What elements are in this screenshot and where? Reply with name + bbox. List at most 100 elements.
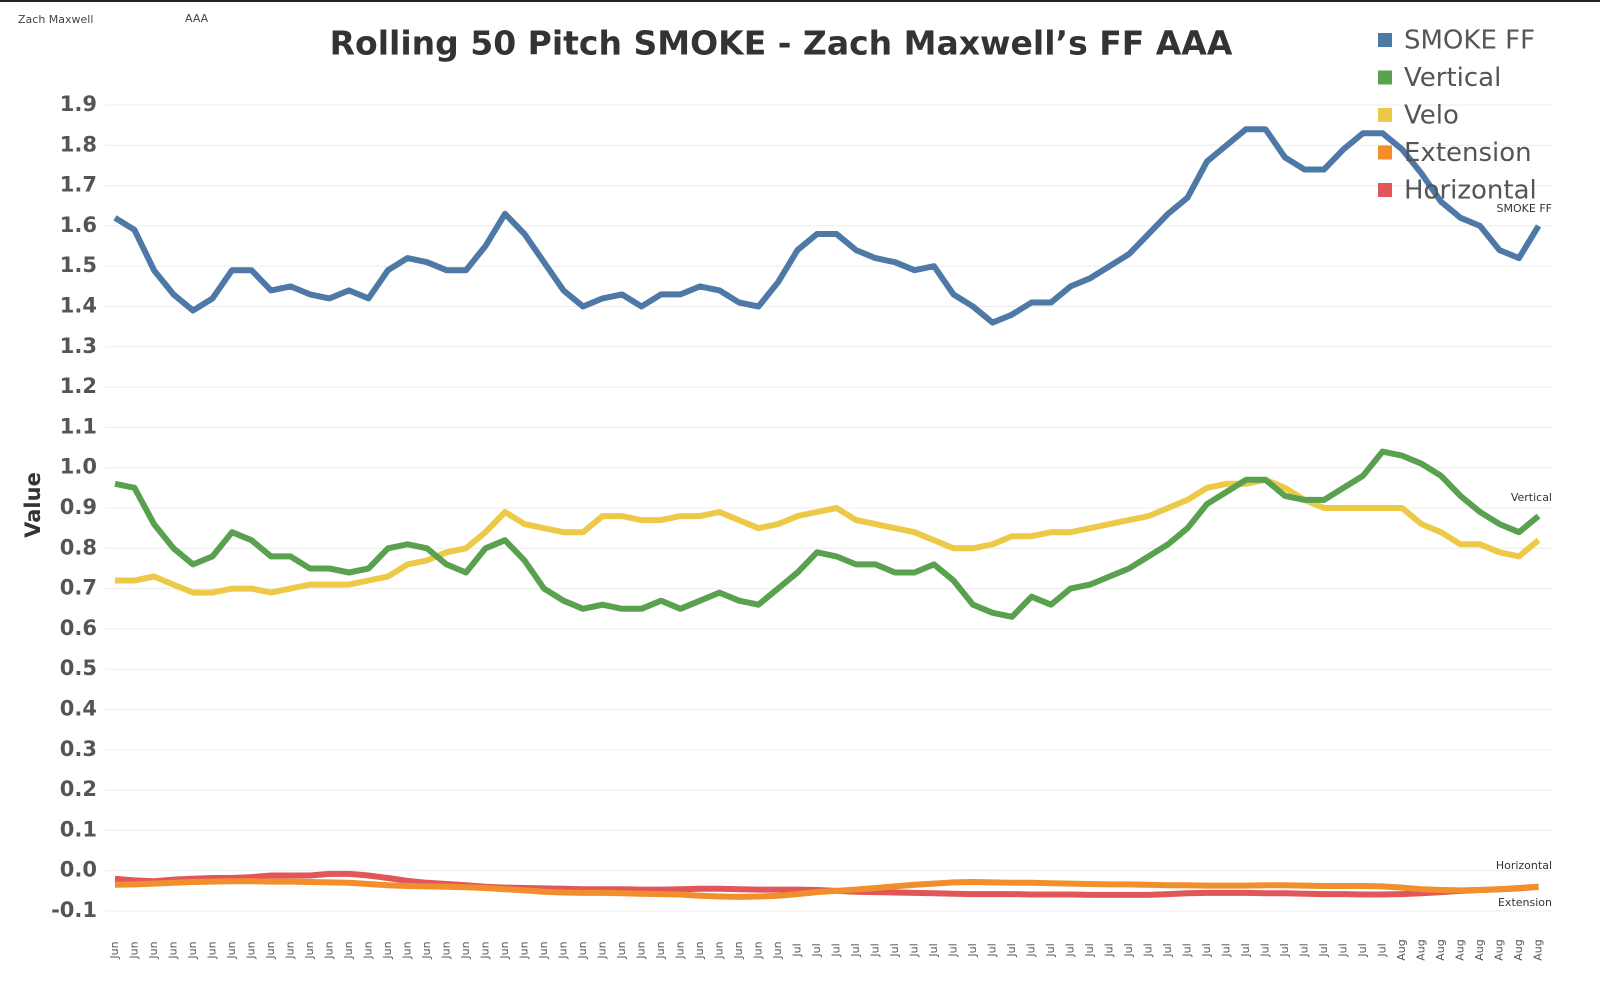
x-tick-label: Jun	[518, 941, 531, 959]
legend-swatch	[1378, 183, 1392, 197]
y-tick-label: 0.2	[60, 777, 97, 801]
x-tick-label: Jun	[108, 941, 121, 959]
x-tick-label: Jun	[167, 941, 180, 959]
x-tick-label: Jun	[674, 941, 687, 959]
x-tick-label: Jun	[693, 941, 706, 959]
x-tick-label: Jun	[557, 941, 570, 959]
x-tick-label: Jul	[986, 943, 999, 957]
y-tick-label: 0.0	[60, 858, 97, 882]
x-tick-label: Jul	[1317, 943, 1330, 957]
x-tick-label: Jun	[479, 941, 492, 959]
legend-swatch	[1378, 70, 1392, 85]
legend-label: Vertical	[1404, 63, 1501, 93]
y-tick-label: -0.1	[51, 898, 97, 922]
y-tick-label: 1.4	[60, 294, 97, 318]
x-tick-label: Jun	[401, 941, 414, 959]
y-axis-label: Value	[21, 472, 45, 538]
x-tick-label: Jun	[576, 941, 589, 959]
y-tick-label: 0.1	[60, 817, 97, 841]
legend-swatch	[1378, 108, 1392, 122]
x-tick-label: Jul	[1122, 943, 1135, 957]
end-label: Extension	[1498, 896, 1552, 909]
x-tick-label: Jun	[459, 941, 472, 959]
y-tick-label: 0.9	[60, 495, 97, 519]
x-tick-label: Jun	[186, 941, 199, 959]
x-tick-label: Jun	[635, 941, 648, 959]
x-tick-label: Jul	[947, 943, 960, 957]
x-tick-label: Jun	[615, 941, 628, 959]
y-tick-label: 1.6	[60, 213, 97, 237]
x-tick-label: Jun	[225, 941, 238, 959]
chart-title: Rolling 50 Pitch SMOKE - Zach Maxwell’s …	[330, 24, 1233, 63]
x-tick-label: Jul	[1259, 943, 1272, 957]
x-tick-label: Jun	[732, 941, 745, 959]
y-tick-label: 0.7	[60, 576, 97, 600]
x-tick-label: Jun	[752, 941, 765, 959]
x-tick-label: Jul	[1064, 943, 1077, 957]
legend-swatch	[1378, 33, 1392, 47]
y-tick-label: 1.5	[60, 253, 97, 277]
x-tick-label: Jul	[1239, 943, 1252, 957]
x-tick-label: Jun	[245, 941, 258, 959]
y-tick-label: 1.1	[60, 414, 97, 438]
x-tick-label: Jul	[1278, 943, 1291, 957]
series-line	[114, 878, 1539, 900]
x-tick-label: Jun	[537, 941, 550, 959]
x-tick-label: Jul	[869, 943, 882, 957]
x-tick-label: Jul	[1376, 943, 1389, 957]
y-tick-label: 0.3	[60, 737, 97, 761]
x-tick-label: Jun	[381, 941, 394, 959]
x-tick-label: Jul	[966, 943, 979, 957]
x-tick-label: Jul	[830, 943, 843, 957]
x-tick-label: Jul	[1083, 943, 1096, 957]
legend-label: Extension	[1404, 138, 1532, 168]
x-tick-label: Aug	[1415, 939, 1428, 960]
x-tick-label: Aug	[1454, 939, 1467, 960]
x-tick-label: Jul	[1161, 943, 1174, 957]
x-tick-label: Jun	[362, 941, 375, 959]
player-name: Zach Maxwell	[18, 13, 93, 26]
x-tick-label: Jul	[1005, 943, 1018, 957]
x-tick-label: Jun	[323, 941, 336, 959]
x-tick-label: Aug	[1493, 939, 1506, 960]
y-tick-label: 0.8	[60, 535, 97, 559]
y-tick-label: 1.7	[60, 173, 97, 197]
x-tick-label: Jul	[1356, 943, 1369, 957]
y-tick-label: 0.4	[60, 697, 97, 721]
x-tick-label: Jun	[420, 941, 433, 959]
x-tick-label: Jun	[713, 941, 726, 959]
y-tick-label: 0.6	[60, 616, 97, 640]
x-tick-label: Jun	[342, 941, 355, 959]
x-tick-label: Jun	[303, 941, 316, 959]
x-tick-label: Jun	[596, 941, 609, 959]
x-tick-label: Jul	[1103, 943, 1116, 957]
end-label: Vertical	[1511, 491, 1552, 504]
x-tick-label: Jul	[810, 943, 823, 957]
x-tick-label: Jul	[927, 943, 940, 957]
x-tick-label: Jun	[654, 941, 667, 959]
y-tick-label: 1.3	[60, 334, 97, 358]
x-tick-label: Aug	[1532, 939, 1545, 960]
end-label: SMOKE FF	[1497, 202, 1552, 215]
x-tick-label: Jul	[1025, 943, 1038, 957]
y-tick-label: 1.2	[60, 374, 97, 398]
x-tick-label: Jun	[440, 941, 453, 959]
legend-label: Velo	[1404, 101, 1459, 131]
x-tick-label: Jul	[791, 943, 804, 957]
x-tick-label: Jul	[1200, 943, 1213, 957]
x-tick-label: Jul	[1220, 943, 1233, 957]
x-tick-label: Aug	[1473, 939, 1486, 960]
x-tick-label: Jul	[888, 943, 901, 957]
x-tick-label: Jun	[206, 941, 219, 959]
level: AAA	[185, 12, 209, 25]
x-tick-label: Jul	[1044, 943, 1057, 957]
x-tick-label: Jul	[1181, 943, 1194, 957]
x-tick-label: Jun	[498, 941, 511, 959]
x-tick-label: Jun	[128, 941, 141, 959]
y-tick-label: 1.0	[60, 455, 97, 479]
x-tick-label: Jun	[771, 941, 784, 959]
end-label: Horizontal	[1496, 859, 1552, 872]
x-tick-label: Jul	[849, 943, 862, 957]
x-tick-label: Jul	[908, 943, 921, 957]
